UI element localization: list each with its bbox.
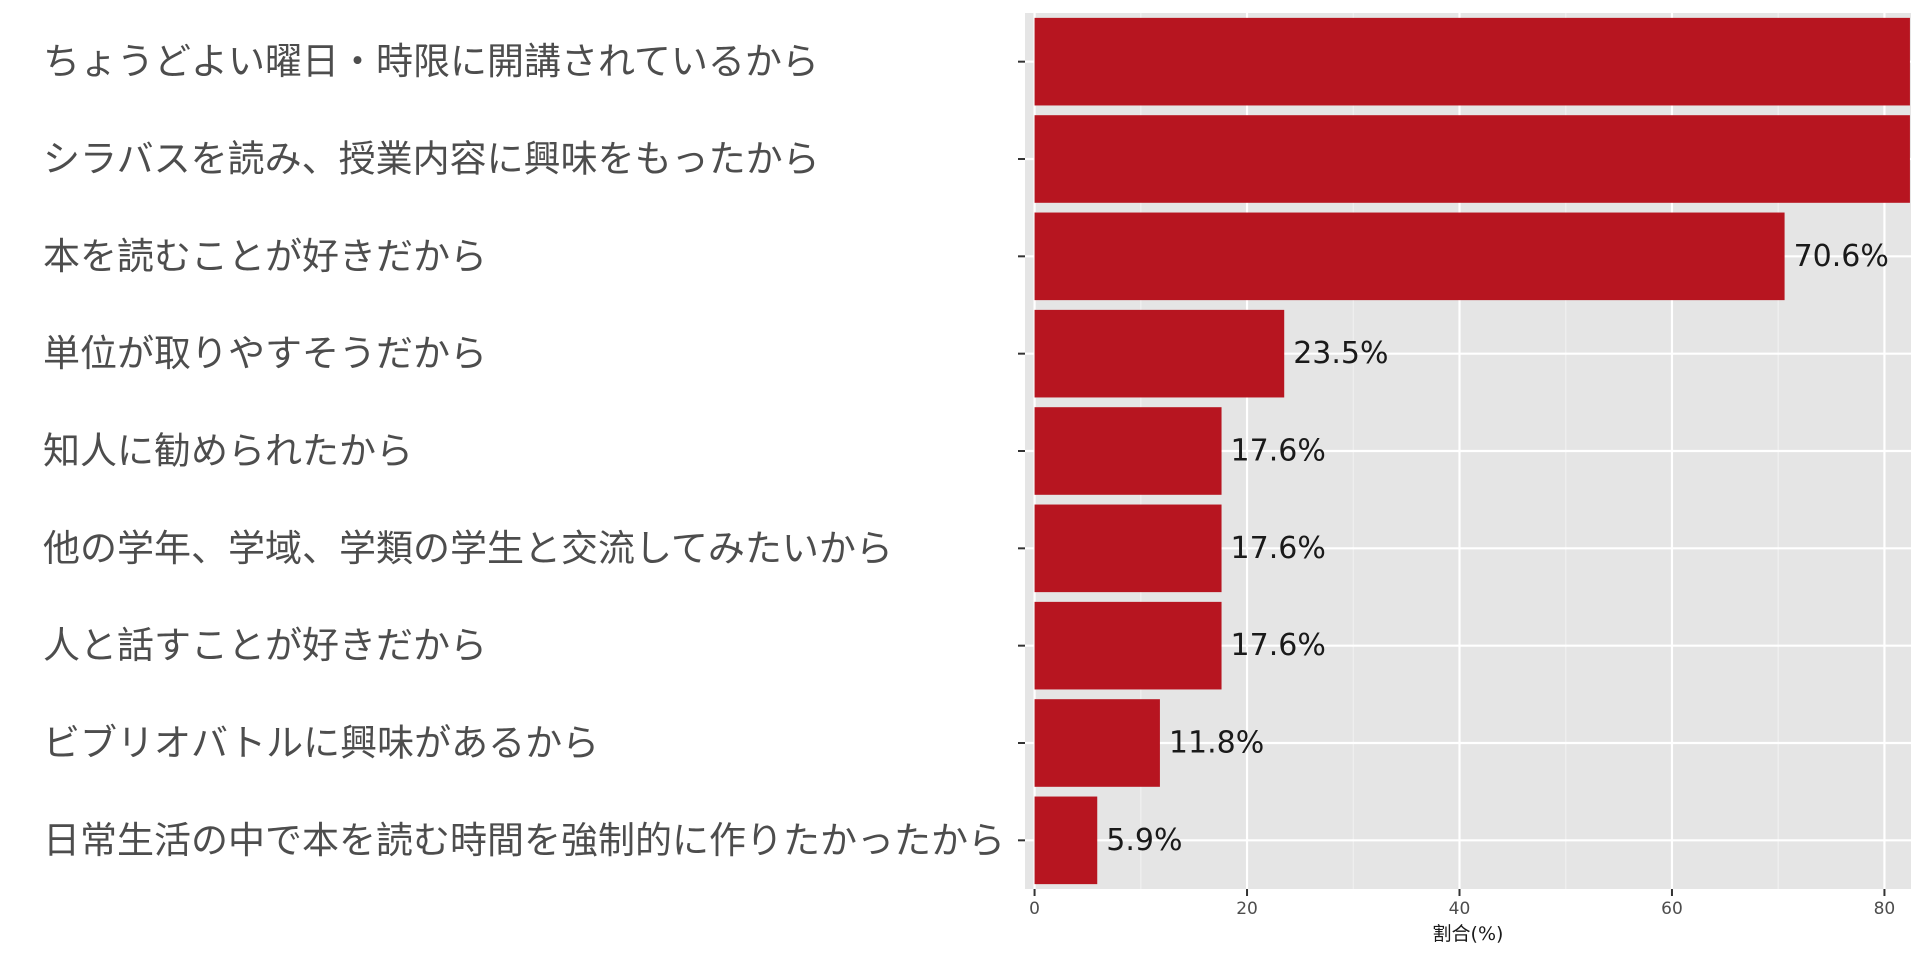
bar [1034,115,1910,203]
category-label: シラバスを読み、授業内容に興味をもったから [43,138,820,181]
data-label: 17.6% [1231,531,1326,566]
bar [1034,699,1160,787]
data-labels: 70.6% 23.5% 17.6% 17.6% 17.6% 11.8% 5.9% [1106,239,1889,858]
category-label: 他の学年、学域、学類の学生と交流してみたいから [43,527,893,570]
bar [1034,601,1222,690]
bar [1034,504,1222,593]
bar [1034,407,1222,495]
x-tick-label: 60 [1661,899,1683,919]
data-label: 17.6% [1231,628,1326,663]
bar [1034,17,1910,106]
data-label: 17.6% [1231,434,1326,469]
data-label: 5.9% [1106,823,1182,858]
category-label: ちょうどよい曜日・時限に開講されているから [43,40,819,83]
data-label: 23.5% [1293,336,1388,371]
x-axis: 0 20 40 60 80 [1029,889,1895,919]
x-tick-label: 40 [1449,899,1471,919]
category-label: 知人に勧められたから [43,430,413,473]
category-label: 日常生活の中で本を読む時間を強制的に作りたかったから [43,819,1005,862]
category-label: 人と話すことが好きだから [43,624,487,667]
x-tick-label: 20 [1236,899,1258,919]
bars [1034,17,1910,885]
data-label: 70.6% [1794,239,1889,274]
x-tick-label: 80 [1874,899,1896,919]
data-label: 11.8% [1169,726,1264,761]
bar [1034,309,1285,398]
bar [1034,796,1098,885]
category-label: 単位が取りやすそうだから [43,332,487,375]
bar [1034,212,1785,301]
x-axis-title: 割合(%) [1433,923,1504,945]
category-label: 本を読むことが好きだから [43,235,487,278]
category-label: ビブリオバトルに興味があるから [43,722,599,765]
x-tick-label: 0 [1029,899,1040,919]
y-axis: ちょうどよい曜日・時限に開講されているからシラバスを読み、授業内容に興味をもった… [43,40,1025,862]
